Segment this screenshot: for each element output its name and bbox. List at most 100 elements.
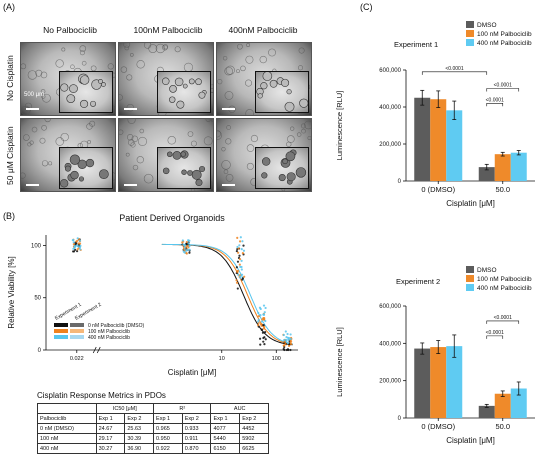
inset-organoids [256,71,309,112]
organoid [198,165,206,173]
microscopy-image [118,118,214,192]
microscopy-image [216,42,312,116]
scale-bar [124,184,137,186]
data-point [262,317,265,320]
table-cell: 5440 [210,433,241,444]
y-tick-label: 200,000 [379,379,401,385]
organoid [79,45,87,52]
organoid [261,157,271,166]
microscopy-image: 500 μm [20,42,116,116]
organoid [55,137,65,146]
organoid [87,140,92,144]
organoid [268,48,276,57]
scale-bar [26,184,39,186]
organoid [60,132,69,142]
organoid [107,63,114,70]
organoid [226,125,231,130]
organoid [155,43,166,54]
organoid [286,141,292,147]
organoid [210,119,213,122]
table-cell: 30.27 [95,443,126,454]
data-point [183,247,186,250]
table-cell: 0.911 [181,433,212,444]
data-point [72,243,75,246]
organoid [198,91,206,99]
legend-label: 400 nM Palbociclib [477,40,532,47]
data-point [236,245,239,249]
y-tick-label: 100 [31,243,42,249]
table-header-r2: R² [153,403,212,414]
table-cell: 0.922 [153,443,183,454]
organoid [89,120,96,127]
organoid [127,139,135,146]
table-cell: 0 nM (DMSO) [37,423,97,434]
data-point [289,333,292,336]
organoid [188,78,195,85]
organoid [236,69,240,73]
legend-swatch [466,39,474,46]
data-point [188,248,191,251]
data-point [237,273,240,276]
organoid [41,125,47,131]
organoid [78,176,85,182]
bar [430,347,447,418]
bar [414,97,431,181]
data-point [240,248,243,251]
data-point [240,268,243,271]
organoid [69,84,78,93]
table-cell: Exp 1 [153,413,183,424]
organoid [300,123,306,129]
x-tick-label: 0 (DMSO) [421,422,455,431]
table-cell: Exp 2 [124,413,155,424]
organoid [130,53,134,57]
row-header-50um-cisplatin: 50 μM Cisplatin [5,126,15,186]
data-point [264,306,267,310]
table-header-auc: AUC [210,403,269,414]
organoid [205,119,212,122]
organoid [27,70,38,80]
organoid [136,156,144,164]
organoid [161,77,170,85]
fit-curve [161,244,293,346]
organoid [81,60,87,66]
table-cell: 0.950 [153,433,183,444]
organoid [90,100,97,107]
data-point [289,337,292,341]
data-point [259,314,262,317]
table-subheader-row: Palbociclib Exp 1 Exp 2 Exp 1 Exp 2 Exp … [37,413,269,424]
y-axis-label: Luminescence [RLU] [335,327,344,397]
y-tick-label: 0 [398,416,402,422]
chart-title: Experiment 1 [394,40,438,49]
organoid [124,45,130,51]
data-point [74,248,77,251]
organoid [162,44,169,50]
organoid [245,79,253,87]
fit-curve [161,243,293,345]
organoid [85,158,95,168]
organoid [40,71,48,79]
organoid [126,103,135,112]
data-point [286,342,290,345]
organoid [298,47,305,54]
organoid [21,63,27,70]
y-tick-label: 400,000 [379,105,401,111]
data-point [257,311,260,315]
table-cell: Exp 2 [181,413,212,424]
chart-title: Patient Derived Organoids [119,213,225,223]
data-point [238,240,242,243]
zoom-inset [157,147,211,189]
data-point [241,278,244,281]
organoid [69,154,81,165]
organoid [120,66,128,73]
data-point [75,250,79,253]
data-point [285,335,288,339]
data-point [236,260,240,263]
data-point [260,328,263,331]
organoid [23,134,30,141]
legend-label: DMSO [477,22,497,29]
inset-organoids [60,73,106,108]
organoid [125,152,130,157]
organoid [245,109,254,115]
organoid [290,126,295,131]
microscopy-image [118,42,214,116]
